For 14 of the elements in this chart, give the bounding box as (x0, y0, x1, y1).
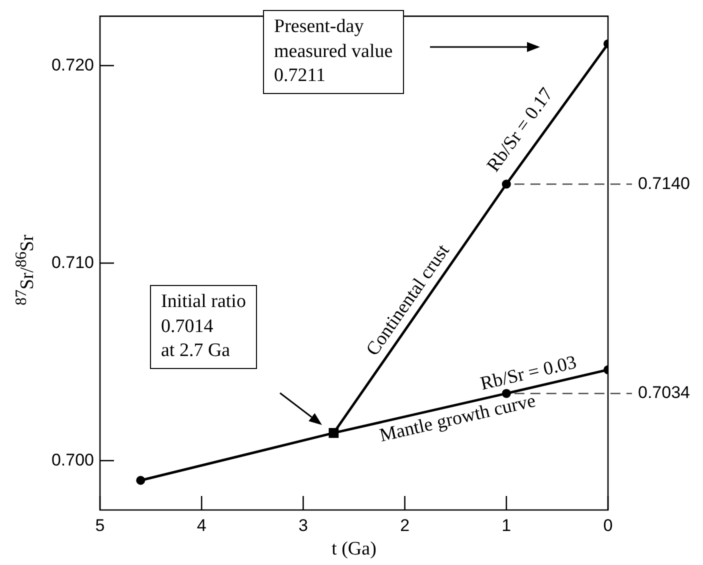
x-tick-label: 2 (400, 516, 410, 535)
y-tick-label: 0.710 (51, 252, 94, 272)
x-tick-label: 1 (502, 516, 512, 535)
data-label: 0.7034 (638, 383, 690, 402)
data-label: 0.7140 (638, 174, 690, 193)
x-axis-title: t (Ga) (332, 538, 376, 560)
y-tick-label: 0.720 (51, 55, 94, 74)
annotation: Initial ratio 0.7014 at 2.7 Ga (150, 285, 257, 370)
annotation: Present-day measured value 0.7211 (263, 10, 404, 94)
x-tick-label: 3 (298, 516, 308, 535)
x-tick-label: 4 (196, 516, 206, 535)
x-tick-label: 0 (603, 516, 613, 535)
x-tick-label: 5 (95, 516, 105, 535)
y-tick-label: 0.700 (51, 450, 94, 470)
